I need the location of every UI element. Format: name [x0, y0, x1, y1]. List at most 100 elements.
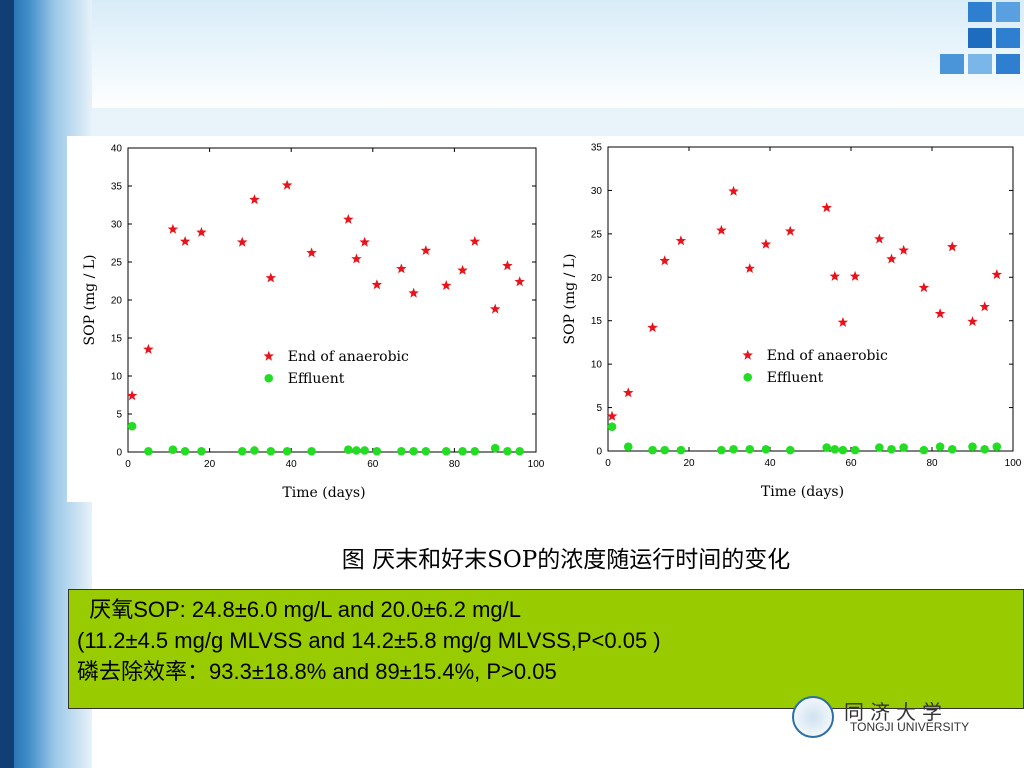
data-point-circle [850, 445, 860, 455]
data-point-circle [168, 445, 178, 455]
data-point-star [265, 272, 277, 283]
y-tick-label: 10 [591, 360, 603, 371]
decor-square [940, 54, 964, 74]
x-tick-label: 100 [1005, 458, 1022, 469]
data-point-star [716, 224, 727, 235]
decor-square [996, 28, 1020, 48]
data-point-circle [717, 445, 726, 455]
background-band [0, 108, 1024, 136]
data-point-star [396, 263, 407, 274]
data-point-circle [899, 443, 908, 452]
legend-circle-icon [743, 372, 753, 382]
y-tick-label: 0 [116, 448, 122, 459]
y-tick-label: 35 [111, 182, 123, 193]
legend-circle-icon [264, 373, 274, 383]
data-point-star [886, 253, 897, 264]
data-point-star [647, 322, 658, 333]
data-point-circle [307, 446, 316, 456]
data-point-star [167, 223, 179, 234]
university-emblem-icon [792, 696, 834, 738]
y-axis-label: SOP (mg / L) [562, 253, 578, 344]
legend-label: End of anaerobic [767, 348, 888, 364]
plot-frame [607, 146, 1014, 452]
background-left-dark-stripe [0, 0, 14, 768]
legend-label: End of anaerobic [288, 349, 409, 365]
data-point-circle [441, 446, 451, 456]
data-point-star [744, 263, 755, 274]
data-point-star [979, 301, 990, 312]
data-point-circle [887, 444, 896, 454]
data-point-circle [623, 442, 633, 451]
chart-right: 0 20 40 60 80 100 0 5 10 15 20 25 30 35 Time (days) SOP… [562, 143, 1022, 501]
y-tick-label: 40 [111, 144, 123, 155]
info-line-2: (11.2±4.5 mg/g MLVSS and 14.2±5.8 mg/g M… [77, 628, 661, 653]
x-tick-label: 80 [449, 459, 461, 470]
data-point-circle [237, 446, 247, 456]
data-point-star [126, 390, 138, 401]
data-point-circle [992, 442, 1002, 451]
data-point-star [489, 303, 501, 314]
data-point-star [371, 279, 383, 290]
data-point-star [351, 253, 362, 264]
y-tick-label: 30 [111, 220, 123, 231]
data-point-star [623, 387, 634, 398]
data-point-circle [397, 446, 406, 456]
data-point-star [237, 236, 248, 247]
data-point-star [785, 225, 796, 236]
data-point-star [659, 255, 670, 266]
data-point-circle [515, 446, 524, 456]
y-tick-label: 5 [596, 403, 602, 414]
x-tick-label: 20 [683, 458, 695, 469]
data-point-star [829, 270, 841, 281]
data-point-circle [127, 421, 137, 431]
data-point-star [967, 316, 978, 327]
data-point-star [469, 235, 481, 246]
data-point-star [760, 238, 772, 249]
legend-label: Effluent [767, 370, 824, 386]
data-point-star [359, 236, 370, 247]
x-axis-label: Time (days) [282, 485, 365, 501]
data-point-circle [490, 443, 500, 453]
data-point-star [934, 308, 946, 319]
data-point-circle [250, 446, 259, 455]
data-point-circle [344, 445, 353, 455]
data-point-circle [144, 446, 153, 456]
y-tick-label: 25 [591, 229, 603, 240]
university-logo: 同济大学 TONGJI UNIVERSITY [792, 696, 992, 740]
data-point-circle [197, 446, 206, 456]
decor-square [968, 2, 992, 22]
data-point-circle [372, 446, 382, 456]
data-point-circle [180, 446, 190, 456]
data-point-star [821, 202, 832, 213]
data-point-circle [282, 446, 292, 456]
decor-square [996, 54, 1020, 74]
data-point-circle [470, 446, 480, 456]
data-point-star [918, 282, 930, 293]
data-point-star [408, 287, 419, 298]
data-point-circle [729, 444, 738, 454]
y-tick-label: 15 [591, 316, 603, 327]
y-tick-label: 25 [111, 258, 123, 269]
data-point-circle [660, 445, 669, 455]
legend-star-icon [263, 350, 274, 361]
data-point-circle [761, 444, 771, 454]
x-tick-label: 20 [204, 459, 216, 470]
plot-frame [127, 147, 537, 453]
x-tick-label: 60 [367, 459, 379, 470]
data-point-star [420, 245, 432, 256]
x-tick-label: 40 [764, 458, 776, 469]
data-point-star [606, 410, 618, 421]
decor-square [996, 2, 1020, 22]
data-point-circle [968, 442, 977, 451]
y-tick-label: 20 [111, 296, 123, 307]
y-tick-label: 30 [591, 186, 603, 197]
data-point-star [249, 194, 260, 205]
data-point-star [457, 264, 468, 275]
data-point-star [281, 179, 293, 190]
data-point-circle [919, 445, 929, 455]
data-point-circle [875, 443, 884, 452]
x-tick-label: 100 [528, 459, 545, 470]
data-point-star [874, 233, 885, 244]
data-point-star [849, 270, 861, 281]
